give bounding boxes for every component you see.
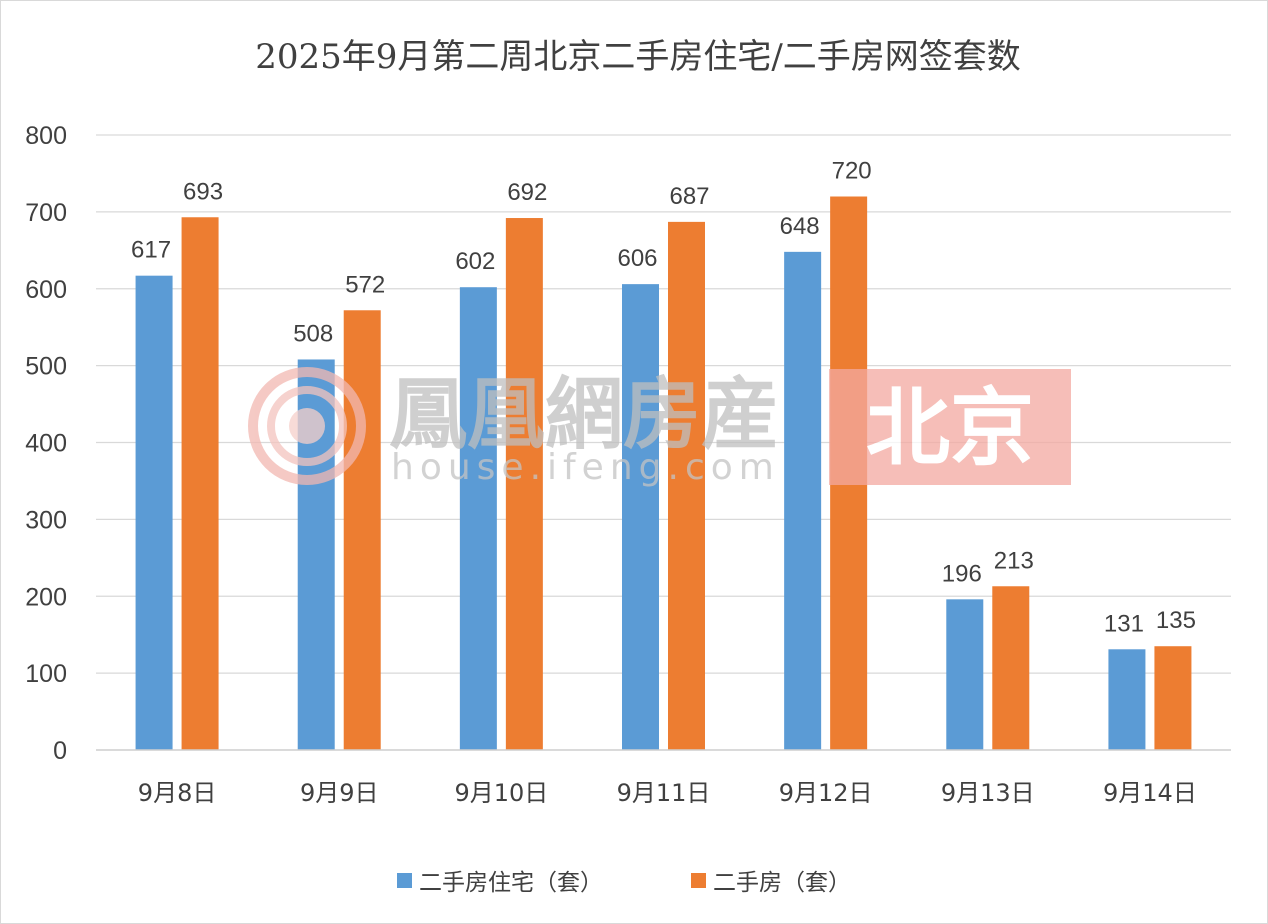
x-tick-label: 9月11日: [617, 779, 711, 807]
data-label: 508: [293, 320, 333, 347]
watermark-city-badge: [829, 369, 1071, 485]
watermark-brand: 鳳凰網房産: [389, 369, 779, 460]
x-tick-label: 9月8日: [138, 779, 217, 807]
data-label: 602: [455, 248, 495, 275]
bar-residential: [1108, 649, 1146, 750]
legend-swatch-second-hand: [691, 873, 706, 888]
data-label: 196: [942, 560, 982, 587]
chart-title: 2025年9月第二周北京二手房住宅/二手房网签套数: [255, 37, 1021, 77]
bar-residential: [784, 251, 822, 750]
bars: [135, 196, 1192, 751]
x-tick-label: 9月10日: [454, 779, 548, 807]
bar-second-hand: [343, 310, 381, 750]
y-tick-label: 200: [25, 583, 67, 611]
bar-residential: [135, 275, 173, 750]
legend-swatch-residential: [397, 873, 412, 888]
bar-residential: [459, 287, 497, 750]
bar-second-hand: [181, 217, 219, 751]
y-tick-label: 800: [25, 122, 67, 150]
data-label: 606: [617, 245, 657, 272]
data-label: 692: [507, 179, 547, 206]
data-label: 693: [183, 178, 223, 205]
watermark-city: 北京: [866, 378, 1034, 477]
data-label: 648: [780, 213, 820, 240]
data-label: 687: [669, 183, 709, 210]
watermark-url: house.ifeng.com: [391, 447, 780, 488]
data-label: 131: [1104, 610, 1144, 637]
legend: 二手房住宅（套） 二手房（套）: [397, 870, 851, 896]
bar-second-hand: [505, 218, 543, 750]
data-label: 617: [131, 237, 171, 264]
y-axis: 0 100 200 300 400 500 600 700 800: [25, 122, 67, 765]
bar-second-hand: [992, 586, 1030, 750]
x-tick-label: 9月12日: [779, 779, 873, 807]
bar-second-hand: [668, 221, 705, 750]
y-tick-label: 300: [25, 506, 67, 534]
x-tick-label: 9月9日: [300, 779, 379, 807]
legend-label-residential: 二手房住宅（套）: [419, 870, 603, 896]
bar-residential: [946, 599, 984, 750]
x-axis: 9月8日 9月9日 9月10日 9月11日 9月12日 9月13日 9月14日: [96, 749, 1231, 807]
y-tick-label: 700: [25, 199, 67, 227]
bar-second-hand: [1154, 646, 1192, 750]
x-tick-label: 9月13日: [941, 779, 1035, 807]
y-tick-label: 500: [25, 353, 67, 381]
watermark: 鳳凰網房産 house.ifeng.com 北京: [248, 367, 1071, 488]
data-label: 720: [832, 158, 872, 185]
bar-residential: [622, 284, 659, 750]
y-tick-label: 100: [25, 660, 67, 688]
y-tick-label: 0: [53, 737, 67, 765]
data-label: 135: [1156, 607, 1196, 634]
data-label: 572: [345, 271, 385, 298]
phoenix-logo-icon: [248, 367, 366, 485]
y-tick-label: 400: [25, 430, 67, 458]
x-tick-label: 9月14日: [1103, 779, 1197, 807]
y-tick-label: 600: [25, 276, 67, 304]
data-labels: 617 693 508 572 602 692 606 687 648 720 196 213 131 1…: [131, 158, 1196, 638]
data-label: 213: [994, 547, 1034, 574]
legend-label-second-hand: 二手房（套）: [713, 870, 851, 896]
gridlines: [96, 134, 1231, 751]
